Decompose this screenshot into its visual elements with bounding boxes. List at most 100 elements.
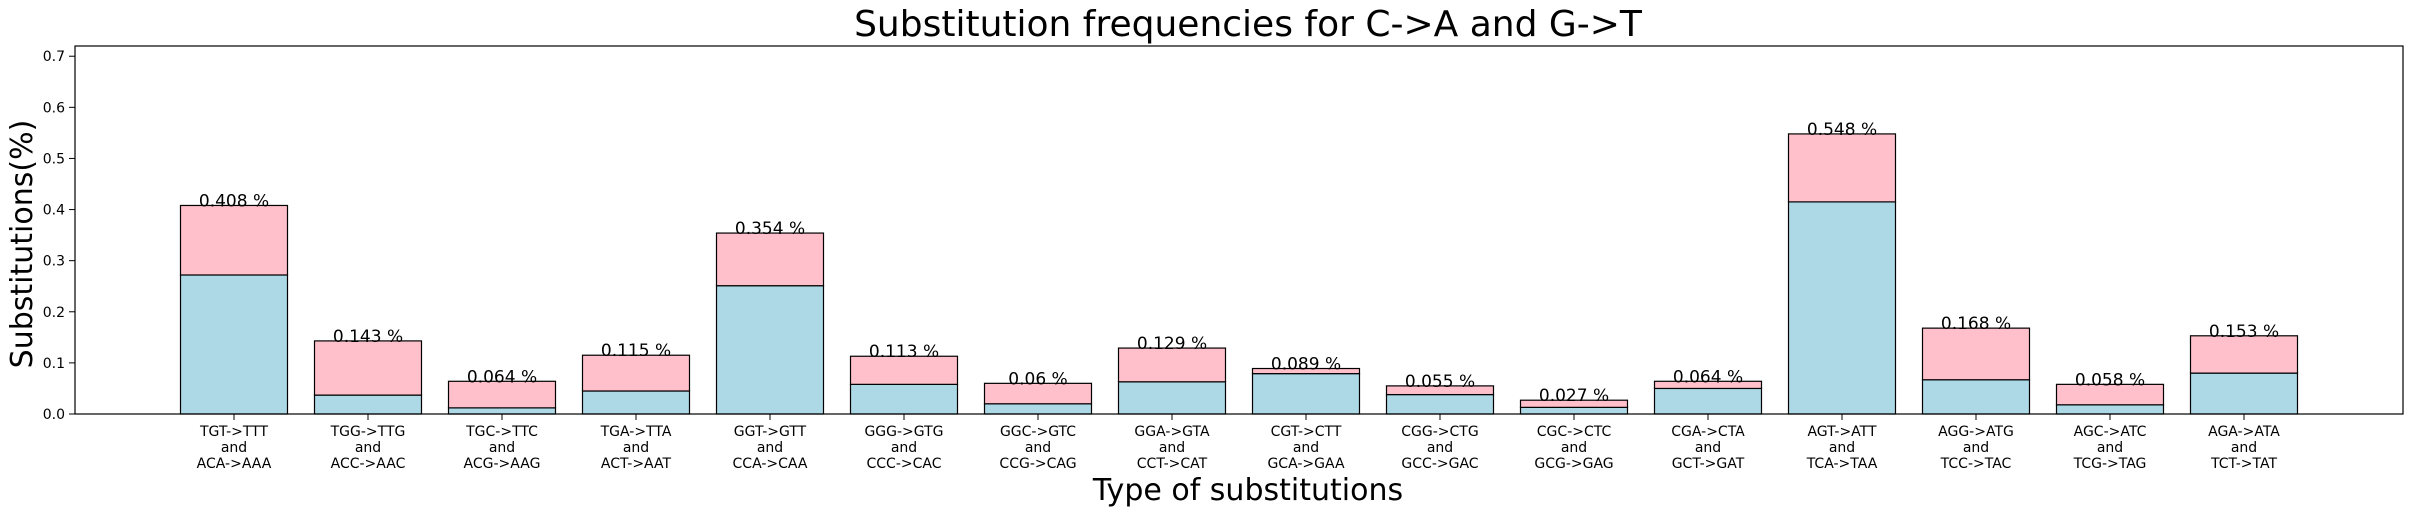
data-label: 0.113 % — [869, 342, 939, 362]
y-tick-label: 0.5 — [43, 151, 65, 167]
plot-area: 0.00.10.20.30.40.50.60.70.408 %TGT->TTTa… — [43, 49, 2299, 472]
bar-segment-upper — [1117, 347, 1227, 383]
bar-segment-lower — [447, 407, 557, 415]
x-tick-label: TGG->TTG — [330, 424, 406, 440]
bar-segment-lower — [1519, 406, 1629, 415]
x-tick-label: and — [489, 440, 515, 456]
data-label: 0.064 % — [1673, 367, 1743, 387]
x-tick-label: CGT->CTT — [1271, 424, 1342, 440]
bar-segment-upper — [313, 340, 423, 396]
y-tick-label: 0.6 — [43, 100, 65, 116]
x-tick-label: GGT->GTT — [734, 424, 807, 440]
y-tick-label: 0.0 — [43, 407, 65, 423]
bar-segment-upper — [983, 382, 1093, 405]
x-tick-label: CCG->CAG — [999, 456, 1076, 472]
bar-segment-upper — [715, 232, 825, 287]
data-label: 0.115 % — [601, 341, 671, 361]
bar-segment-upper — [2055, 383, 2165, 406]
bar-segment-lower — [715, 285, 825, 415]
bar-segment-lower — [849, 383, 959, 415]
x-tick-label: CCC->CAC — [867, 456, 942, 472]
x-tick-label: and — [2097, 440, 2123, 456]
x-tick-label: and — [1025, 440, 1051, 456]
bar-segment-upper — [581, 354, 691, 392]
bar-segment-upper — [849, 355, 959, 385]
x-tick-label: ACC->AAC — [331, 456, 406, 472]
y-tick-label: 0.7 — [43, 49, 65, 65]
x-tick-label: and — [221, 440, 247, 456]
bar-segment-upper — [1653, 380, 1763, 390]
bar-segment-lower — [1385, 393, 1495, 415]
bar-segment-lower — [313, 394, 423, 415]
bar-segment-lower — [2189, 372, 2299, 415]
bar-segment-upper — [1385, 385, 1495, 396]
x-tick-label: CGG->CTG — [1401, 424, 1478, 440]
x-tick-label: TCC->TAC — [1940, 456, 2012, 472]
x-tick-label: TCA->TAA — [1806, 456, 1878, 472]
bar-segment-upper — [2189, 335, 2299, 374]
x-tick-label: GGC->GTC — [1000, 424, 1076, 440]
bar-segment-lower — [1921, 379, 2031, 415]
y-tick-label: 0.2 — [43, 305, 65, 321]
data-label: 0.548 % — [1807, 120, 1877, 140]
bar-segment-lower — [1653, 387, 1763, 415]
x-tick-label: TCG->TAG — [2073, 456, 2147, 472]
x-tick-label: TGC->TTC — [465, 424, 538, 440]
x-tick-label: and — [1695, 440, 1721, 456]
data-label: 0.058 % — [2075, 370, 2145, 390]
x-tick-label: CCA->CAA — [733, 456, 808, 472]
x-tick-label: AGT->ATT — [1807, 424, 1877, 440]
x-tick-label: AGC->ATC — [2074, 424, 2147, 440]
data-label: 0.06 % — [1008, 369, 1067, 389]
data-label: 0.064 % — [467, 367, 537, 387]
y-tick-label: 0.1 — [43, 356, 65, 372]
x-tick-label: GGG->GTG — [864, 424, 943, 440]
bar-segment-lower — [983, 403, 1093, 415]
x-tick-label: AGA->ATA — [2208, 424, 2280, 440]
bar-segment-upper — [179, 204, 289, 276]
x-tick-label: and — [1561, 440, 1587, 456]
x-tick-label: GCT->GAT — [1672, 456, 1745, 472]
bar-segment-lower — [1117, 381, 1227, 415]
data-label: 0.027 % — [1539, 386, 1609, 406]
x-tick-label: CGA->CTA — [1671, 424, 1745, 440]
y-tick-label: 0.3 — [43, 254, 65, 270]
bar-segment-lower — [1787, 201, 1897, 415]
data-label: 0.129 % — [1137, 334, 1207, 354]
x-tick-label: GCA->GAA — [1267, 456, 1344, 472]
x-tick-label: TGA->TTA — [600, 424, 672, 440]
bar-segment-upper — [1787, 133, 1897, 203]
x-tick-label: TCT->TAT — [2210, 456, 2278, 472]
x-tick-label: and — [1427, 440, 1453, 456]
x-tick-label: ACA->AAA — [197, 456, 272, 472]
x-tick-label: and — [891, 440, 917, 456]
x-tick-label: and — [1293, 440, 1319, 456]
data-label: 0.089 % — [1271, 355, 1341, 375]
data-label: 0.408 % — [199, 191, 269, 211]
x-tick-label: TGT->TTT — [199, 424, 269, 440]
x-tick-label: and — [355, 440, 381, 456]
bar-segment-upper — [1921, 327, 2031, 381]
data-label: 0.354 % — [735, 219, 805, 239]
bar-segment-lower — [1251, 373, 1361, 415]
plot-frame — [74, 45, 2404, 415]
x-tick-label: and — [1159, 440, 1185, 456]
bar-segment-upper — [447, 380, 557, 409]
x-tick-label: CGC->CTC — [1537, 424, 1612, 440]
x-tick-label: and — [757, 440, 783, 456]
x-tick-label: GGA->GTA — [1134, 424, 1210, 440]
x-tick-label: and — [1963, 440, 1989, 456]
bar-segment-upper — [1519, 399, 1629, 408]
x-tick-label: GCC->GAC — [1401, 456, 1478, 472]
data-label: 0.143 % — [333, 327, 403, 347]
x-tick-label: GCG->GAG — [1534, 456, 1613, 472]
y-tick-label: 0.4 — [43, 203, 65, 219]
bar-segment-lower — [179, 274, 289, 415]
x-tick-label: AGG->ATG — [1938, 424, 2014, 440]
bar-segment-upper — [1251, 367, 1361, 375]
x-tick-label: and — [623, 440, 649, 456]
x-tick-label: ACT->AAT — [601, 456, 672, 472]
x-tick-label: ACG->AAG — [464, 456, 541, 472]
bar-segment-lower — [2055, 404, 2165, 415]
